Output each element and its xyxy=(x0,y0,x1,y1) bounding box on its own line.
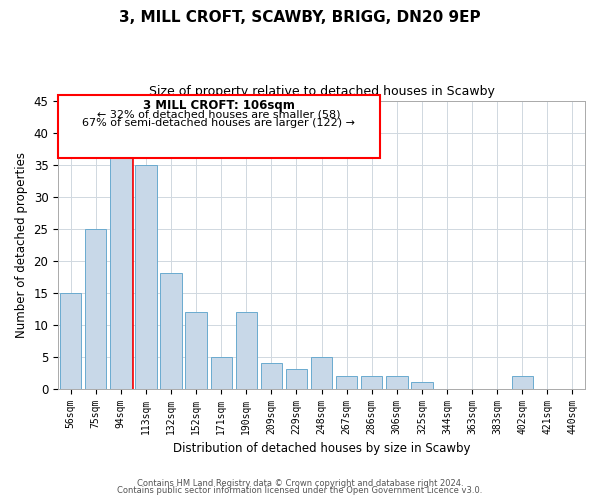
Bar xyxy=(361,376,382,388)
Bar xyxy=(336,376,358,388)
Bar xyxy=(135,164,157,388)
Bar xyxy=(311,356,332,388)
X-axis label: Distribution of detached houses by size in Scawby: Distribution of detached houses by size … xyxy=(173,442,470,455)
Text: Contains public sector information licensed under the Open Government Licence v3: Contains public sector information licen… xyxy=(118,486,482,495)
Bar xyxy=(261,363,282,388)
Text: ← 32% of detached houses are smaller (58): ← 32% of detached houses are smaller (58… xyxy=(97,110,341,120)
Bar xyxy=(386,376,407,388)
Bar xyxy=(110,152,131,388)
Bar xyxy=(185,312,207,388)
Bar xyxy=(211,356,232,388)
Bar xyxy=(160,274,182,388)
Bar xyxy=(411,382,433,388)
Text: 3 MILL CROFT: 106sqm: 3 MILL CROFT: 106sqm xyxy=(143,100,295,112)
Text: 3, MILL CROFT, SCAWBY, BRIGG, DN20 9EP: 3, MILL CROFT, SCAWBY, BRIGG, DN20 9EP xyxy=(119,10,481,25)
Text: 67% of semi-detached houses are larger (122) →: 67% of semi-detached houses are larger (… xyxy=(82,118,355,128)
Bar xyxy=(512,376,533,388)
Y-axis label: Number of detached properties: Number of detached properties xyxy=(15,152,28,338)
Bar xyxy=(85,228,106,388)
Bar xyxy=(286,370,307,388)
Bar xyxy=(236,312,257,388)
Text: Contains HM Land Registry data © Crown copyright and database right 2024.: Contains HM Land Registry data © Crown c… xyxy=(137,478,463,488)
Bar xyxy=(60,292,82,388)
Title: Size of property relative to detached houses in Scawby: Size of property relative to detached ho… xyxy=(149,85,494,98)
